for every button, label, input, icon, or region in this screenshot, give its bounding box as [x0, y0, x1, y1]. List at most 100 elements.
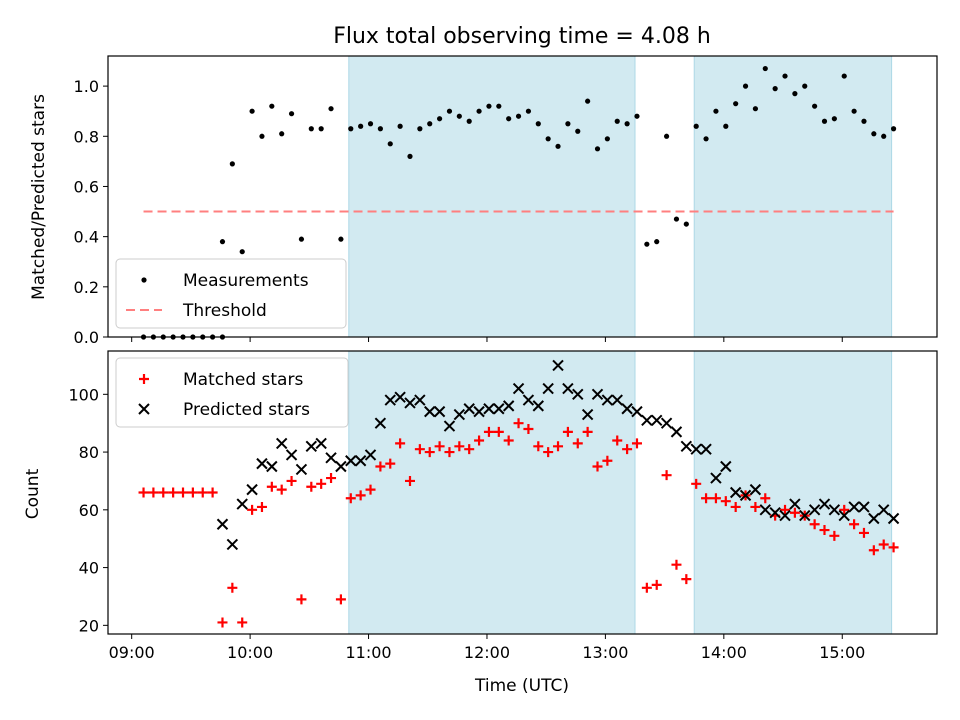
measurement-point — [387, 141, 393, 147]
measurement-point — [871, 131, 877, 137]
measurement-point — [723, 123, 729, 129]
predicted-stars-point — [226, 538, 239, 551]
top-y-tick-label: 0.0 — [74, 328, 99, 347]
predicted-stars-point — [591, 388, 604, 401]
matched-stars-point — [158, 487, 169, 498]
measurement-point — [496, 103, 502, 109]
matched-stars-point — [503, 435, 514, 446]
matched-stars-point — [316, 478, 327, 489]
matched-stars-point — [306, 481, 317, 492]
top-axes-frame — [107, 55, 938, 338]
matched-stars-point — [681, 574, 692, 585]
matched-stars-point — [335, 594, 346, 605]
measurement-point — [752, 106, 759, 112]
matched-stars-point — [592, 461, 603, 472]
predicted-stars-point — [532, 400, 544, 412]
predicted-stars-point — [453, 408, 466, 421]
matched-stars-point — [720, 496, 731, 507]
matched-stars-point — [543, 447, 554, 458]
matched-stars-point — [286, 475, 297, 486]
predicted-stars-point — [236, 498, 248, 510]
matched-stars-point — [355, 490, 366, 501]
matched-stars-point — [671, 559, 682, 570]
bottom-y-tick-label: 40 — [79, 559, 99, 578]
top-y-tick-label: 0.4 — [74, 228, 99, 247]
measurement-point — [318, 126, 324, 132]
measurement-point — [515, 113, 522, 119]
predicted-stars-point — [275, 437, 288, 450]
matched-stars-point — [878, 539, 889, 550]
predicted-stars-point — [305, 440, 318, 453]
predicted-stars-point — [493, 403, 505, 415]
top-panel: 0.0 0.2 0.4 0.6 0.8 1.0 Measurements Threshold — [74, 55, 938, 347]
measurement-point — [308, 126, 314, 132]
matched-stars-point — [237, 617, 248, 628]
matched-stars-point — [464, 444, 475, 455]
measurement-point — [219, 239, 226, 245]
matched-stars-point — [227, 582, 238, 593]
matched-stars-point — [849, 519, 860, 530]
predicted-stars-point — [690, 443, 702, 455]
predicted-stars-point — [354, 455, 367, 467]
matched-stars-point — [750, 501, 761, 512]
matched-stars-point — [562, 426, 573, 437]
bottom-panel: 20 40 60 80 100 09:00 10:00 11:00 12:00 13:00 14:0… — [68, 350, 938, 662]
predicted-stars-point — [256, 457, 268, 470]
matched-stars-point — [326, 473, 337, 484]
predicted-stars-point — [542, 382, 554, 395]
measurement-point — [417, 126, 423, 132]
measurement-point — [802, 83, 808, 89]
predicted-stars-point — [877, 504, 890, 516]
chart-title: Flux total observing time = 4.08 h — [333, 24, 711, 49]
matched-stars-point — [710, 493, 721, 504]
measurement-point — [703, 136, 709, 142]
predicted-stars-point — [315, 437, 327, 450]
measurement-point — [604, 136, 610, 142]
measurement-point — [298, 236, 305, 242]
matched-stars-point — [701, 493, 712, 504]
measurement-point — [486, 103, 492, 109]
matched-stars-point — [454, 441, 465, 452]
top-y-tick-label: 0.8 — [74, 127, 99, 146]
predicted-stars-point — [285, 449, 298, 461]
predicted-stars-point — [700, 443, 712, 455]
measurement-point — [506, 116, 512, 122]
matched-stars-point — [424, 447, 435, 458]
predicted-stars-point — [384, 394, 396, 406]
legend-marker-measurements — [141, 277, 147, 283]
matched-stars-point — [375, 461, 386, 472]
measurement-point — [545, 136, 551, 142]
bottom-y-tick-label: 100 — [68, 385, 99, 404]
matched-stars-point — [138, 487, 149, 498]
measurement-point — [683, 221, 689, 227]
top-y-tick-label: 1.0 — [74, 77, 99, 96]
matched-stars-point — [612, 435, 623, 446]
measurement-point — [288, 111, 295, 117]
predicted-stars-point — [335, 460, 347, 473]
legend-marker-matched — [139, 374, 149, 384]
measurement-point — [229, 161, 235, 167]
matched-stars-point — [631, 438, 642, 449]
measurement-point — [851, 108, 857, 114]
predicted-stars-point — [394, 391, 406, 403]
measurement-point — [812, 103, 818, 109]
top-y-tick-label: 0.6 — [74, 177, 99, 196]
x-tick-label: 09:00 — [109, 643, 155, 662]
predicted-stars-point — [818, 498, 831, 510]
predicted-stars-point — [581, 408, 594, 421]
bottom-y-axis-label: Count — [23, 468, 43, 519]
predicted-stars-point — [631, 405, 643, 418]
matched-stars-point — [582, 426, 593, 437]
predicted-stars-point — [848, 501, 860, 513]
measurement-point — [427, 121, 433, 127]
matched-stars-point — [829, 530, 840, 541]
predicted-stars-point — [414, 394, 426, 406]
matched-stars-point — [789, 507, 800, 518]
measurement-point — [772, 86, 778, 92]
measurement-point — [821, 118, 828, 124]
measurement-point — [446, 108, 453, 114]
matched-stars-point — [483, 426, 494, 437]
legend-frame — [115, 357, 349, 428]
measurement-point — [673, 216, 680, 222]
